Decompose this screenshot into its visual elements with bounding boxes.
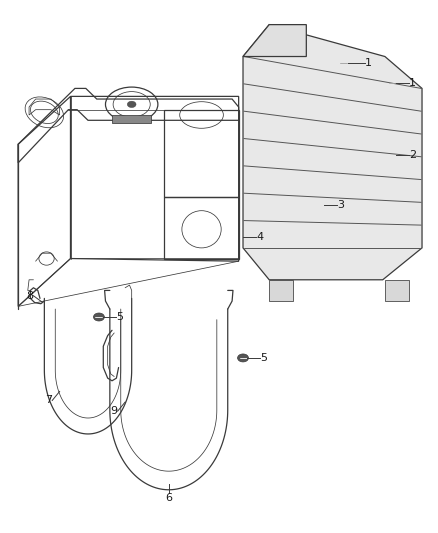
Text: 6: 6 [165,494,172,504]
Ellipse shape [93,313,104,321]
Text: 3: 3 [337,200,344,211]
Polygon shape [385,280,409,301]
Text: 9: 9 [110,406,118,416]
Ellipse shape [387,79,396,87]
Text: 5: 5 [117,312,124,322]
Ellipse shape [237,354,248,362]
Text: 5: 5 [261,353,268,363]
Polygon shape [269,280,293,301]
Text: 7: 7 [45,395,52,406]
Text: 1: 1 [409,78,416,88]
Text: 2: 2 [409,150,416,160]
Polygon shape [243,25,306,56]
Polygon shape [243,25,422,280]
Ellipse shape [127,101,136,108]
Text: 4: 4 [256,232,263,243]
Text: 8: 8 [26,290,33,301]
Ellipse shape [337,58,350,68]
Text: 1: 1 [365,58,372,68]
Polygon shape [112,115,151,123]
